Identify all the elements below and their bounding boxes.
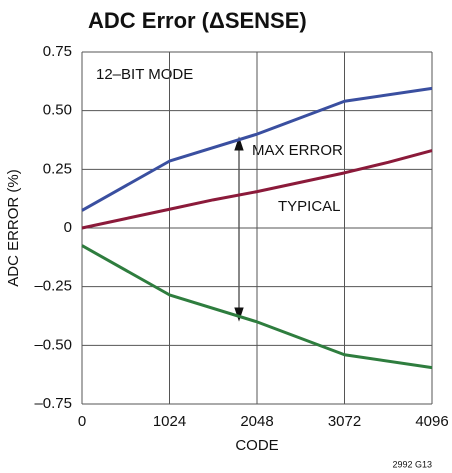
y-tick-label: 0.50 bbox=[43, 102, 72, 119]
series-line bbox=[81, 86, 433, 212]
annotation: TYPICAL bbox=[278, 198, 341, 215]
series-line bbox=[81, 244, 433, 370]
x-axis-label: CODE bbox=[235, 437, 278, 454]
figure-code: 2992 G13 bbox=[392, 459, 432, 469]
y-tick-label: 0 bbox=[64, 219, 72, 236]
x-tick-label: 3072 bbox=[328, 413, 361, 430]
y-tick-label: 0.25 bbox=[43, 160, 72, 177]
arrow bbox=[234, 136, 244, 322]
y-tick-label: –0.75 bbox=[34, 395, 72, 412]
x-tick-label: 1024 bbox=[153, 413, 186, 430]
x-tick-label: 0 bbox=[78, 413, 86, 430]
y-tick-label: 0.75 bbox=[43, 43, 72, 60]
y-axis-label: ADC ERROR (%) bbox=[5, 169, 22, 287]
x-tick-label: 4096 bbox=[415, 413, 448, 430]
series-line bbox=[81, 149, 433, 230]
y-tick-label: –0.50 bbox=[34, 336, 72, 353]
annotation: 12–BIT MODE bbox=[96, 66, 193, 83]
x-tick-label: 2048 bbox=[240, 413, 273, 430]
annotation: MAX ERROR bbox=[252, 142, 343, 159]
y-tick-label: –0.25 bbox=[34, 278, 72, 295]
chart-title: ADC Error (ΔSENSE) bbox=[88, 8, 307, 33]
